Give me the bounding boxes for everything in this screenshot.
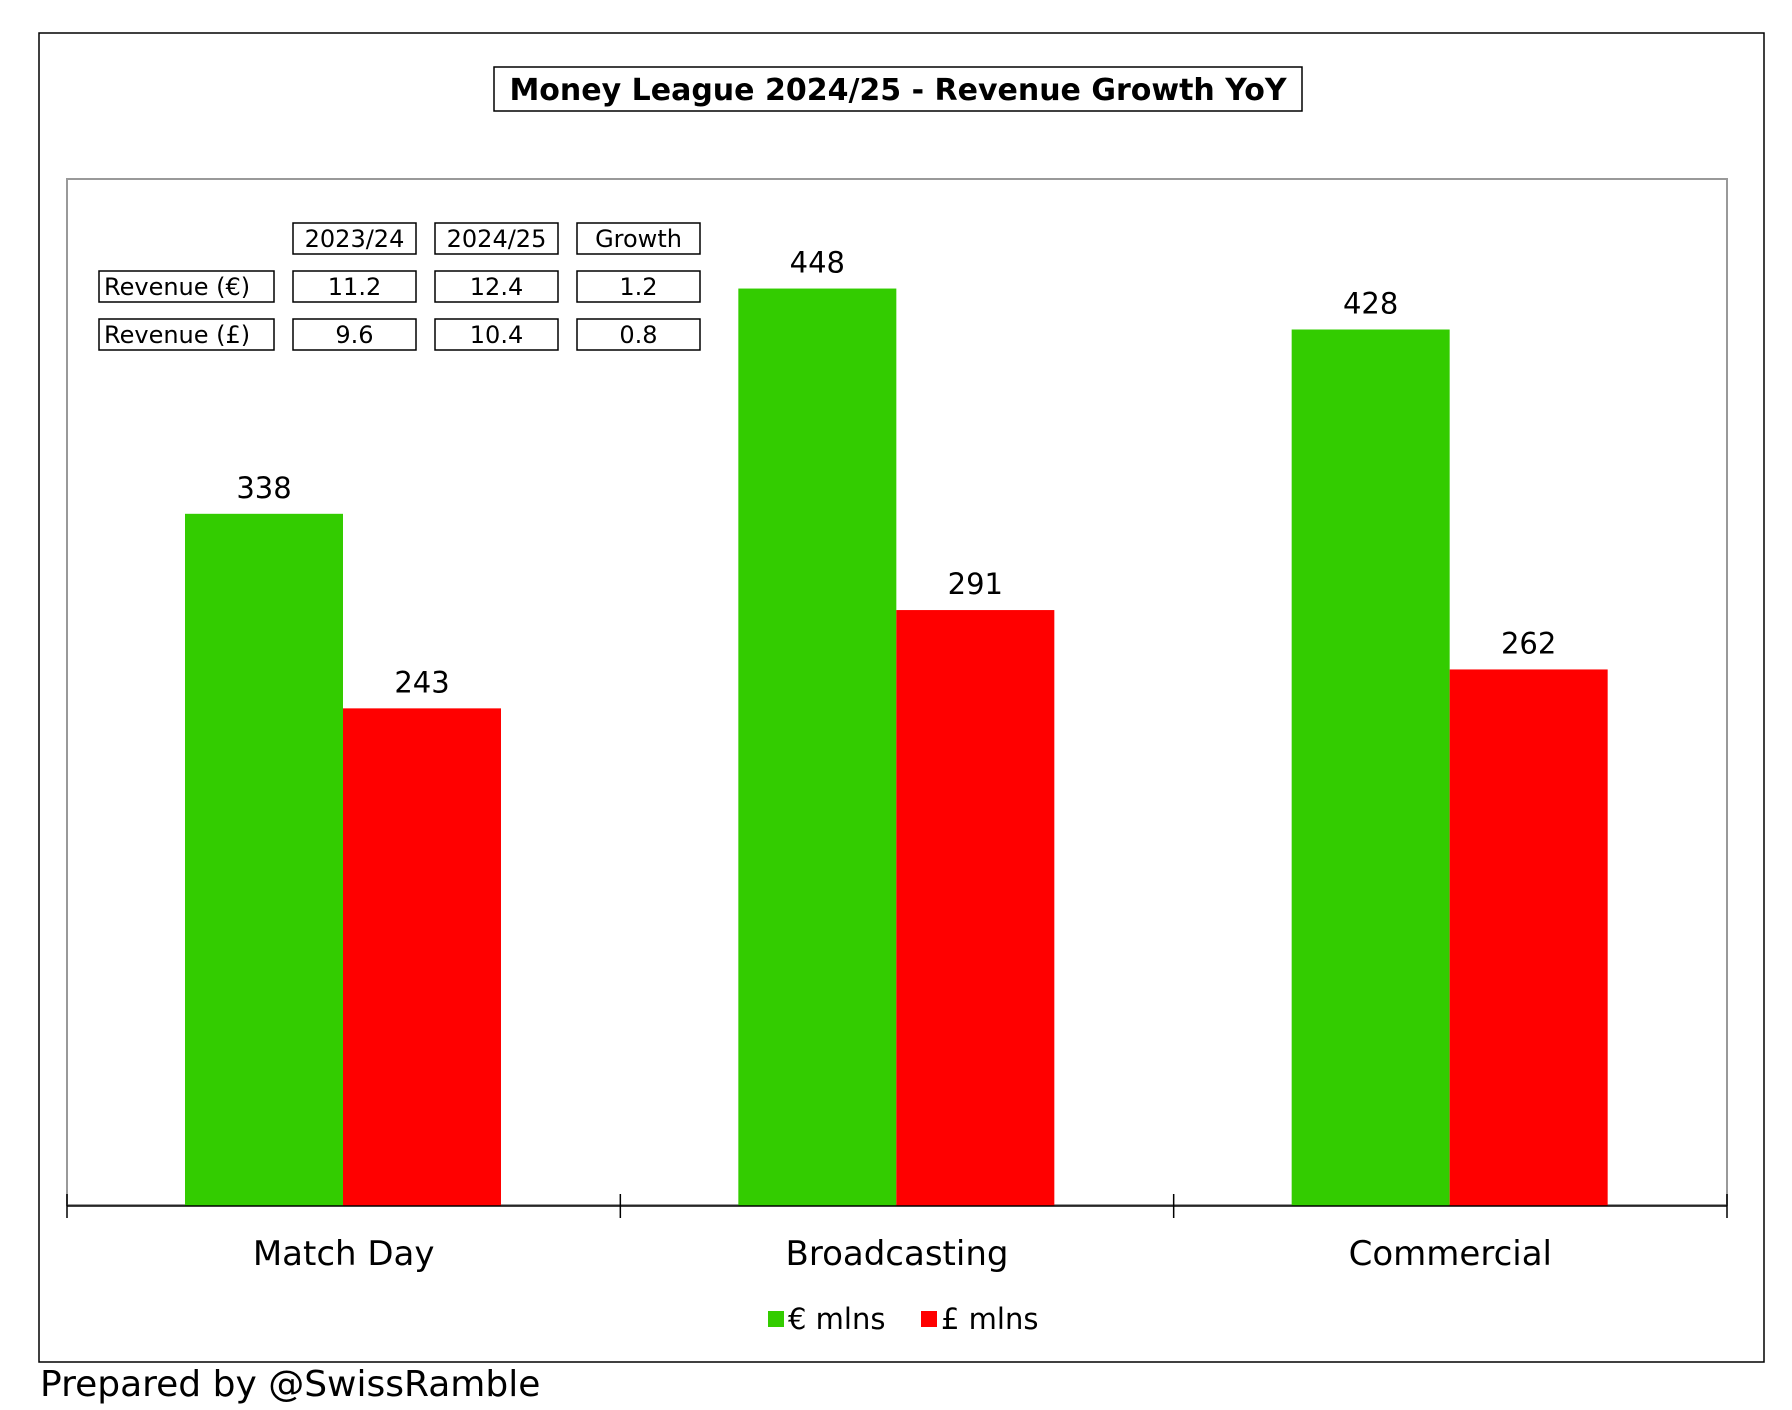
x-tick-label: Broadcasting — [786, 1234, 1009, 1274]
x-axis: Match Day Broadcasting Commercial — [66, 1194, 1728, 1274]
table-row-label-box — [98, 270, 275, 303]
table-cell: 12.4 — [470, 273, 523, 301]
table-cell: 0.8 — [619, 321, 657, 349]
table-row-label-box — [98, 318, 275, 351]
table-header-box — [434, 222, 559, 255]
table-cell-box — [576, 318, 701, 351]
bar-series: 338 243 448 291 428 262 — [185, 246, 1608, 1207]
table-cell: 9.6 — [335, 321, 373, 349]
legend: € mlns £ mlns — [768, 1302, 1038, 1336]
bar-gbp-1 — [896, 610, 1055, 1206]
table-cell: 11.2 — [328, 273, 381, 301]
x-tick-label: Commercial — [1349, 1234, 1552, 1274]
x-tick-label: Match Day — [253, 1234, 435, 1274]
bar-eur-0 — [185, 513, 343, 1206]
data-label: 448 — [790, 246, 845, 280]
bar-gbp-0 — [343, 708, 501, 1206]
table-cell: 1.2 — [619, 273, 657, 301]
revenue-summary-table: 2023/24 2024/25 Growth Revenue (€) 11.2 12.4 1… — [98, 222, 701, 351]
legend-label: € mlns — [788, 1302, 885, 1336]
data-label: 428 — [1343, 286, 1398, 320]
chart-title-text: Money League 2024/25 - Revenue Growth Yo… — [509, 73, 1287, 108]
table-header-box — [292, 222, 417, 255]
table-cell-box — [434, 270, 559, 303]
chart-title-box — [493, 66, 1303, 112]
data-label: 243 — [394, 665, 449, 699]
bar-eur-1 — [738, 288, 897, 1207]
table-cell-box — [576, 270, 701, 303]
chart-title: Money League 2024/25 - Revenue Growth Yo… — [493, 66, 1303, 112]
bar-eur-2 — [1291, 329, 1450, 1207]
table-cell-box — [292, 270, 417, 303]
legend-label: £ mlns — [941, 1302, 1038, 1336]
table-cell-box — [292, 318, 417, 351]
table-row-label: Revenue (€) — [104, 273, 250, 301]
table-header: 2024/25 — [447, 225, 547, 253]
credit-footer: Prepared by @SwissRamble — [40, 1364, 541, 1405]
table-cell: 10.4 — [470, 321, 523, 349]
table-row-label: Revenue (£) — [104, 321, 250, 349]
table-cell-box — [434, 318, 559, 351]
legend-swatch — [768, 1311, 784, 1327]
data-label: 291 — [948, 567, 1003, 601]
legend-swatch — [921, 1311, 937, 1327]
data-label: 338 — [236, 471, 291, 505]
table-header: Growth — [595, 225, 682, 253]
data-label: 262 — [1501, 626, 1556, 660]
table-header-box — [576, 222, 701, 255]
bar-gbp-2 — [1449, 669, 1608, 1206]
table-header: 2023/24 — [305, 225, 405, 253]
